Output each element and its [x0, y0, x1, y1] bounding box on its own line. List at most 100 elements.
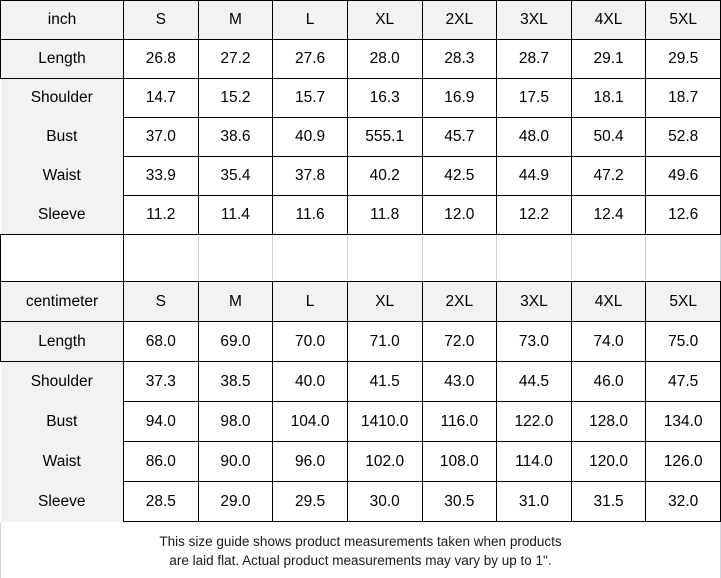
size-header-cell: S: [123, 0, 199, 40]
spacer-cell: [496, 234, 572, 282]
measure-label-cell: Bust: [0, 117, 124, 157]
size-header-cell: 4XL: [570, 281, 647, 322]
measure-value-cell: 47.2: [570, 156, 647, 196]
size-header-cell: 5XL: [645, 0, 721, 40]
measure-value-cell: 29.1: [570, 39, 647, 79]
measure-value-cell: 28.3: [421, 39, 498, 79]
size-header-cell: 4XL: [570, 0, 647, 40]
measure-value-cell: 30.5: [421, 481, 498, 522]
measure-value-cell: 29.5: [272, 481, 348, 522]
measure-value-cell: 14.7: [123, 78, 199, 118]
measure-label-cell: Bust: [0, 401, 124, 442]
spacer-band: [0, 234, 721, 282]
measure-value-cell: 74.0: [570, 321, 647, 362]
size-guide-note-line1: This size guide shows product measuremen…: [159, 534, 562, 549]
table-row: Length 26.8 27.2 27.6 28.0 28.3 28.7 29.1 29.5: [0, 39, 721, 79]
size-header-cell: 3XL: [496, 281, 572, 322]
measure-value-cell: 40.2: [346, 156, 423, 196]
inch-section: inch S M L XL 2XL 3XL 4XL 5XL Length 26.8 27.2 27.…: [0, 0, 721, 235]
measure-label-cell: Sleeve: [0, 195, 124, 235]
measure-value-cell: 72.0: [421, 321, 498, 362]
measure-value-cell: 15.2: [197, 78, 274, 118]
measure-label-cell: Length: [0, 39, 124, 79]
measure-value-cell: 98.0: [197, 401, 274, 442]
table-row: Length 68.0 69.0 70.0 71.0 72.0 73.0 74.0 75.0: [0, 321, 721, 362]
measure-label-cell: Sleeve: [0, 481, 124, 522]
measure-value-cell: 33.9: [123, 156, 199, 196]
size-header-cell: M: [197, 0, 274, 40]
measure-value-cell: 17.5: [496, 78, 572, 118]
measure-value-cell: 35.4: [197, 156, 274, 196]
measure-value-cell: 555.1: [346, 117, 423, 157]
measure-value-cell: 70.0: [272, 321, 348, 362]
measure-value-cell: 29.5: [645, 39, 721, 79]
spacer-cell: [421, 234, 498, 282]
spacer-cell: [123, 234, 199, 282]
measure-value-cell: 45.7: [421, 117, 498, 157]
measure-value-cell: 114.0: [496, 441, 572, 482]
measure-value-cell: 108.0: [421, 441, 498, 482]
measure-value-cell: 42.5: [421, 156, 498, 196]
size-header-cell: M: [197, 281, 274, 322]
spacer-cell: [197, 234, 274, 282]
measure-value-cell: 126.0: [645, 441, 721, 482]
measure-value-cell: 31.0: [496, 481, 572, 522]
unit-header-inch: inch: [0, 0, 124, 40]
measure-value-cell: 134.0: [645, 401, 721, 442]
measure-value-cell: 11.8: [346, 195, 423, 235]
measure-value-cell: 12.6: [645, 195, 721, 235]
measure-label-cell: Waist: [0, 441, 124, 482]
measure-value-cell: 96.0: [272, 441, 348, 482]
table-row: Shoulder 14.7 15.2 15.7 16.3 16.9 17.5 18.1 18.7: [0, 78, 721, 118]
measure-value-cell: 37.0: [123, 117, 199, 157]
measure-value-cell: 38.6: [197, 117, 274, 157]
measure-value-cell: 69.0: [197, 321, 274, 362]
measure-value-cell: 46.0: [570, 361, 647, 402]
spacer-row: [0, 234, 721, 282]
measure-value-cell: 31.5: [570, 481, 647, 522]
measure-value-cell: 50.4: [570, 117, 647, 157]
measure-value-cell: 37.3: [123, 361, 199, 402]
measure-value-cell: 120.0: [570, 441, 647, 482]
measure-value-cell: 15.7: [272, 78, 348, 118]
table-row: Waist 33.9 35.4 37.8 40.2 42.5 44.9 47.2 49.6: [0, 156, 721, 196]
measure-value-cell: 11.6: [272, 195, 348, 235]
size-header-cell: L: [272, 281, 348, 322]
measure-value-cell: 94.0: [123, 401, 199, 442]
centimeter-section: centimeter S M L XL 2XL 3XL 4XL 5XL Length 68.0 6…: [0, 281, 721, 522]
size-header-cell: L: [272, 0, 348, 40]
measure-value-cell: 104.0: [272, 401, 348, 442]
size-header-cell: 5XL: [645, 281, 721, 322]
spacer-cell: [570, 234, 647, 282]
table-row: Shoulder 37.3 38.5 40.0 41.5 43.0 44.5 46.0 47.5: [0, 361, 721, 402]
measure-value-cell: 68.0: [123, 321, 199, 362]
measure-label-cell: Waist: [0, 156, 124, 196]
spacer-cell: [645, 234, 721, 282]
measure-value-cell: 71.0: [346, 321, 423, 362]
measure-value-cell: 48.0: [496, 117, 572, 157]
measure-label-cell: Length: [0, 321, 124, 362]
inch-header-row: inch S M L XL 2XL 3XL 4XL 5XL: [0, 0, 721, 40]
measure-value-cell: 102.0: [346, 441, 423, 482]
table-row: Sleeve 28.5 29.0 29.5 30.0 30.5 31.0 31.5 32.0: [0, 481, 721, 522]
measure-value-cell: 43.0: [421, 361, 498, 402]
size-header-cell: 2XL: [421, 281, 498, 322]
measure-value-cell: 27.2: [197, 39, 274, 79]
table-row: Sleeve 11.2 11.4 11.6 11.8 12.0 12.2 12.4 12.6: [0, 195, 721, 235]
table-row: Waist 86.0 90.0 96.0 102.0 108.0 114.0 120.0 126…: [0, 441, 721, 482]
size-header-cell: S: [123, 281, 199, 322]
measure-value-cell: 37.8: [272, 156, 348, 196]
measure-value-cell: 49.6: [645, 156, 721, 196]
measure-value-cell: 90.0: [197, 441, 274, 482]
measure-value-cell: 52.8: [645, 117, 721, 157]
measure-value-cell: 27.6: [272, 39, 348, 79]
measure-value-cell: 11.2: [123, 195, 199, 235]
size-chart-table: inch S M L XL 2XL 3XL 4XL 5XL Length 26.8 27.2 27.…: [0, 0, 721, 522]
measure-value-cell: 41.5: [346, 361, 423, 402]
measure-value-cell: 47.5: [645, 361, 721, 402]
measure-value-cell: 28.7: [496, 39, 572, 79]
measure-value-cell: 44.9: [496, 156, 572, 196]
size-guide-note-line2: are laid flat. Actual product measuremen…: [169, 553, 552, 568]
measure-label-cell: Shoulder: [0, 78, 124, 118]
